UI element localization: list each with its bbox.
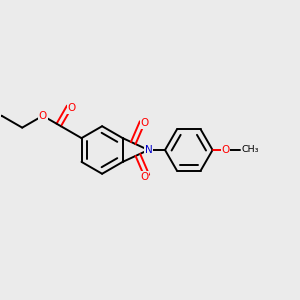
Text: O: O xyxy=(140,172,148,182)
Text: O: O xyxy=(140,118,148,128)
Text: O: O xyxy=(39,111,47,121)
Text: O: O xyxy=(67,103,76,113)
Text: N: N xyxy=(145,145,152,155)
Text: CH₃: CH₃ xyxy=(242,146,259,154)
Text: O: O xyxy=(221,145,230,155)
